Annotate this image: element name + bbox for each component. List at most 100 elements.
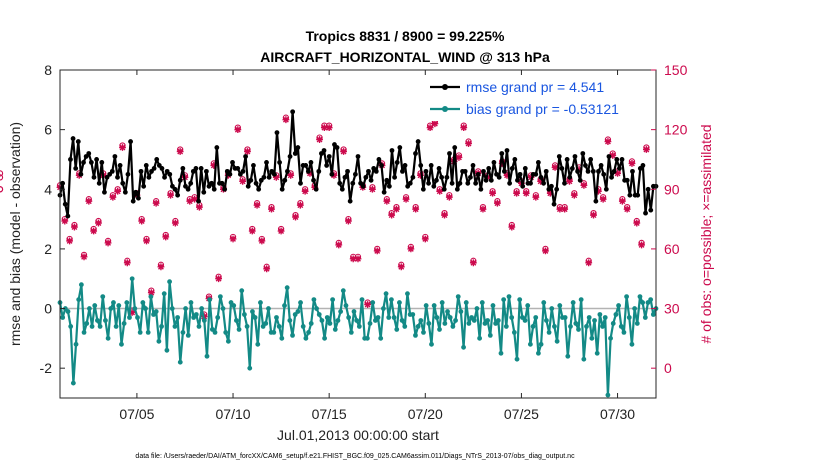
series-0-point — [426, 180, 431, 186]
series-0-point — [630, 168, 635, 174]
series-0-point — [465, 180, 471, 186]
series-1-point — [562, 315, 568, 320]
series-1-point — [429, 341, 434, 347]
series-0-point — [504, 148, 510, 153]
series-1-point — [290, 332, 295, 338]
series-1-point — [311, 297, 317, 302]
series-0-point — [507, 180, 513, 186]
series-1-point — [370, 300, 376, 305]
obs-assimilated-point — [195, 203, 203, 211]
series-1-point — [405, 291, 410, 297]
series-1-point — [225, 338, 231, 344]
series-0-point — [439, 174, 445, 180]
obs-assimilated-point — [171, 219, 179, 227]
obs-assimilated-point — [570, 191, 578, 199]
series-1-point — [247, 365, 253, 371]
obs-assimilated-point — [599, 195, 607, 203]
series-1-point — [463, 300, 469, 305]
legend-rmse-label: rmse grand pr = 4.541 — [466, 79, 604, 95]
series-0-point — [138, 168, 144, 174]
series-1-point — [637, 294, 643, 300]
series-0-point — [415, 139, 421, 144]
series-1-point — [613, 312, 619, 317]
series-0-point — [386, 183, 392, 189]
series-0-point — [640, 163, 646, 168]
series-0-point — [211, 186, 217, 192]
series-1-point — [196, 324, 202, 329]
obs-assimilated-point — [383, 197, 391, 205]
series-1-point — [65, 309, 71, 314]
series-0-point — [533, 171, 539, 177]
series-0-point — [203, 168, 209, 174]
series-0-point — [122, 189, 128, 195]
series-1-point — [552, 324, 557, 329]
obs-assimilated-point — [263, 265, 271, 273]
series-1-point — [557, 303, 563, 308]
obs-assimilated-point — [215, 275, 223, 283]
series-1-point — [132, 306, 138, 311]
y-axis-label: rmse and bias (model - observation) — [7, 122, 23, 346]
chart-subtitle: AIRCRAFT_HORIZONTAL_WIND @ 313 hPa — [260, 49, 550, 65]
series-1-point — [356, 324, 362, 329]
right-axis-ticks: 0 30 60 90 120 150 — [651, 62, 688, 376]
series-0-point — [352, 171, 358, 177]
series-1-point — [239, 288, 245, 294]
series-0-point — [185, 186, 191, 192]
series-0-point — [635, 192, 641, 198]
series-1-point — [541, 300, 547, 305]
series-1-point — [183, 306, 189, 311]
series-1-point — [498, 350, 504, 356]
legend-bias-label: bias grand pr = -0.53121 — [466, 101, 619, 117]
obs-assimilated-point — [508, 223, 516, 231]
series-1-point — [485, 318, 491, 323]
series-0-point — [501, 168, 507, 174]
series-0-point — [535, 160, 541, 165]
series-1-point — [413, 332, 418, 338]
obs-assimilated-point — [618, 197, 626, 205]
series-0-point — [572, 154, 578, 159]
obs-assimilated-point — [623, 205, 631, 213]
series-1-point — [600, 324, 605, 329]
series-0-point — [569, 166, 575, 171]
series-1-point — [378, 335, 384, 341]
series-1-point — [167, 279, 172, 285]
series-1-point — [648, 297, 654, 302]
series-0-point — [475, 171, 481, 177]
series-0-point — [434, 177, 439, 183]
series-1-point — [274, 315, 279, 320]
obs-assimilated-point — [80, 253, 88, 261]
chart-title: Tropics 8831 / 8900 = 99.225% — [306, 28, 505, 44]
series-1-point — [391, 315, 397, 320]
obs-assimilated-point — [282, 116, 290, 124]
series-1-point — [554, 338, 560, 344]
series-0-point — [643, 210, 648, 216]
series-0-point — [196, 198, 201, 204]
series-1-point — [204, 353, 210, 359]
series-1-point — [544, 318, 549, 323]
series-1-point — [597, 312, 603, 317]
series-1-point — [490, 303, 496, 308]
series-1-point — [437, 327, 442, 332]
series-0-point — [418, 163, 424, 168]
series-0-point — [522, 166, 528, 171]
series-0-point — [384, 177, 390, 183]
series-0-point — [538, 174, 544, 180]
series-1-point — [458, 309, 464, 314]
series-1-point — [570, 300, 576, 305]
series-0-point — [588, 157, 594, 162]
series-0-point — [324, 163, 330, 168]
series-1-point — [258, 300, 263, 305]
series-1-point — [322, 335, 327, 341]
series-0-point — [590, 168, 596, 174]
x-tick-label: 07/10 — [216, 406, 251, 422]
series-1-point — [284, 285, 290, 291]
series-0-point — [94, 157, 99, 162]
series-0-point — [256, 186, 262, 192]
series-1-point — [605, 392, 611, 398]
series-0-point — [585, 168, 591, 174]
series-0-point — [394, 160, 400, 165]
series-0-point — [130, 198, 136, 204]
series-0-point — [431, 183, 437, 189]
obs-assimilated-point — [469, 259, 477, 267]
series-1-point — [501, 297, 507, 302]
